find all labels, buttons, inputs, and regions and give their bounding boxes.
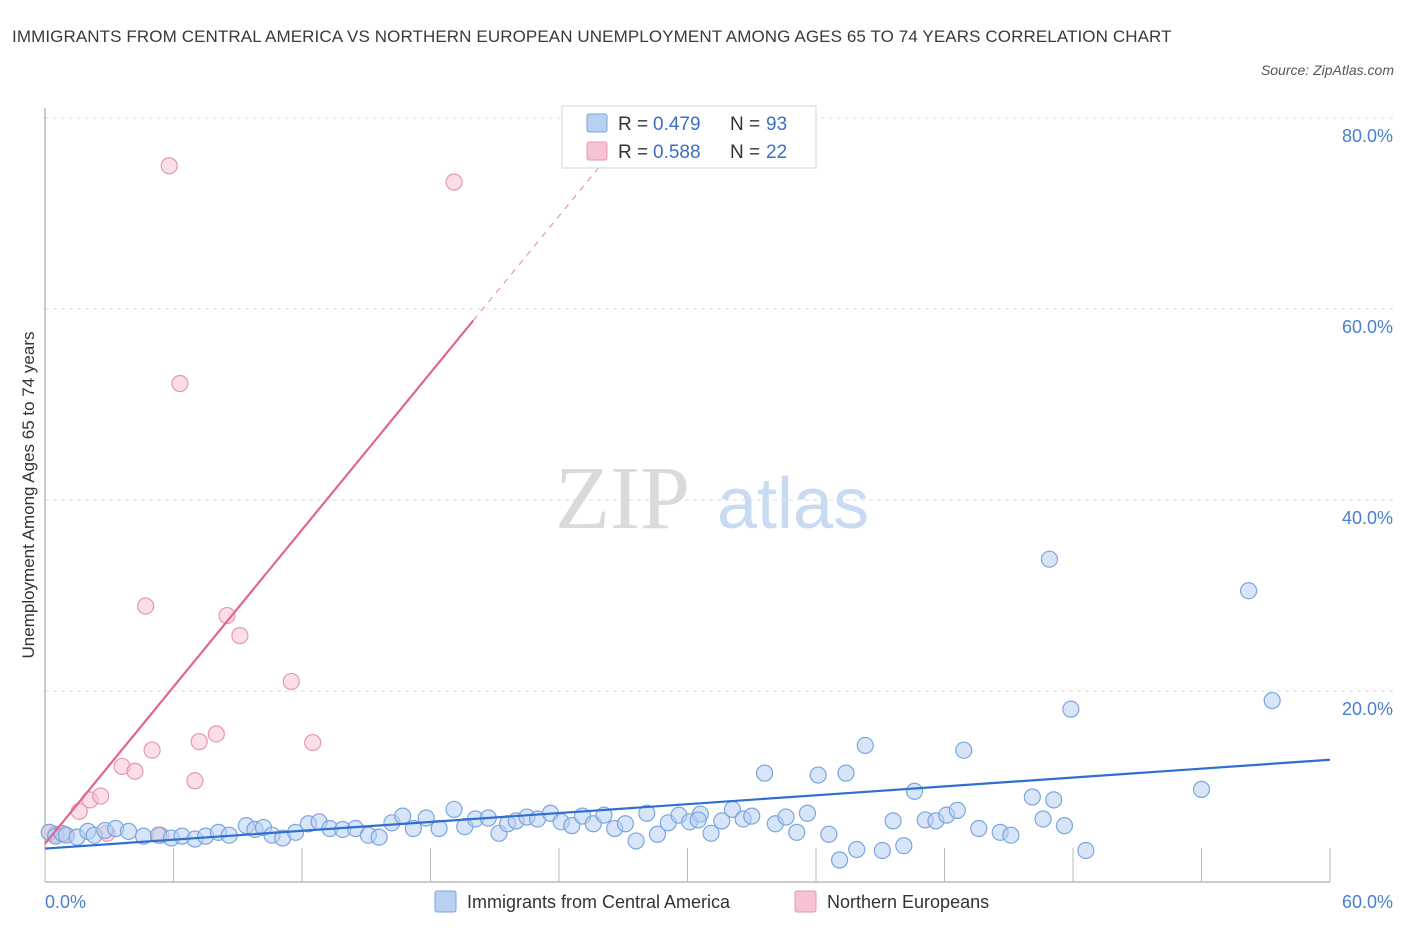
x-axis-ticks: [44, 848, 1331, 882]
legend-n-label-pink: N =: [730, 142, 765, 163]
blue-data-point: [1062, 700, 1080, 718]
legend-r-value-blue: 0.479: [653, 114, 701, 135]
y-tick-label-60: 60.0%: [1342, 317, 1393, 337]
pink-data-point: [126, 762, 144, 780]
pink-data-point: [231, 627, 249, 645]
pink-data-point: [207, 725, 225, 743]
blue-data-point: [370, 828, 388, 846]
blue-data-point: [798, 804, 817, 822]
blue-data-point: [648, 825, 667, 843]
blue-data-point: [1045, 791, 1063, 809]
blue-data-point: [404, 819, 422, 838]
trend-line-northern-europeans: [44, 319, 475, 845]
blue-data-point: [788, 823, 806, 841]
y-tick-label-80: 80.0%: [1342, 126, 1393, 146]
blue-data-point: [430, 819, 448, 838]
y-tick-label-20: 20.0%: [1342, 699, 1393, 719]
blue-data-point: [848, 840, 866, 859]
blue-data-point: [119, 822, 138, 840]
blue-data-point: [809, 766, 827, 784]
blue-data-point: [1240, 582, 1258, 600]
pink-data-point: [171, 374, 189, 393]
legend-n-value-pink: 22: [766, 142, 787, 163]
blue-data-point: [1055, 817, 1074, 835]
correlation-legend: R = 0.479 N = 93 R = 0.588 N = 22: [561, 105, 817, 169]
trend-line-northern-europeans-extension: [472, 163, 603, 321]
watermark-atlas: atlas: [717, 464, 869, 544]
pink-data-point: [190, 733, 208, 751]
blue-data-point: [1263, 691, 1281, 710]
blue-data-point: [820, 825, 838, 843]
blue-data-point: [1023, 788, 1041, 806]
blue-data-point: [689, 811, 707, 829]
trend-lines: [44, 163, 1331, 850]
blue-data-point: [638, 804, 656, 822]
y-tick-labels: 20.0% 40.0% 60.0% 80.0%: [1342, 126, 1393, 719]
blue-data-point: [895, 837, 913, 855]
legend-swatch-blue: [586, 113, 608, 133]
blue-data-point: [905, 782, 924, 800]
legend-r-value-pink: 0.588: [653, 142, 701, 163]
blue-data-point: [856, 736, 874, 755]
legend-r-label-pink: R =: [618, 142, 653, 163]
blue-data-point: [1192, 780, 1211, 798]
pink-data-point: [218, 606, 236, 625]
source-credit: Source: ZipAtlas.com: [1260, 62, 1394, 78]
blue-data-point: [1002, 826, 1020, 844]
blue-data-point: [837, 764, 855, 782]
pink-data-point: [137, 597, 155, 615]
pink-data-point: [282, 672, 300, 691]
bottom-legend-swatch-pink: [794, 890, 817, 913]
blue-data-point: [873, 841, 891, 860]
blue-data-point: [563, 817, 581, 835]
legend-r-label-blue: R =: [618, 114, 653, 135]
blue-data-point: [955, 741, 973, 759]
pink-data-point: [186, 772, 204, 790]
legend-n-label-blue: N =: [730, 114, 765, 135]
blue-data-point: [1040, 550, 1059, 568]
pink-data-point: [143, 741, 161, 759]
blue-data-point: [713, 812, 731, 830]
bottom-legend-swatch-blue: [434, 890, 457, 913]
bottom-legend-label-blue: Immigrants from Central America: [467, 892, 731, 912]
x-tick-label-min: 0.0%: [45, 892, 86, 912]
blue-data-point: [777, 808, 795, 826]
blue-data-point: [884, 812, 902, 830]
y-axis-label: Unemployment Among Ages 65 to 74 years: [19, 332, 38, 659]
y-tick-label-40: 40.0%: [1342, 508, 1393, 528]
x-tick-label-max: 60.0%: [1342, 892, 1393, 912]
blue-data-point: [755, 764, 774, 782]
bottom-legend-label-pink: Northern Europeans: [827, 892, 989, 912]
gridlines: [45, 117, 1393, 692]
blue-data-point: [702, 824, 720, 842]
blue-data-point: [743, 807, 761, 825]
legend-swatch-pink: [586, 141, 608, 161]
blue-data-point: [445, 800, 463, 819]
blue-data-point: [1034, 810, 1052, 828]
series-legend: Immigrants from Central America Northern…: [434, 890, 989, 913]
pink-data-point: [304, 733, 322, 752]
blue-data-point: [627, 832, 645, 850]
watermark-zip: ZIP: [555, 449, 690, 548]
pink-data-point: [445, 173, 463, 191]
chart-title: IMMIGRANTS FROM CENTRAL AMERICA VS NORTH…: [12, 27, 1172, 46]
blue-data-point: [616, 815, 634, 833]
series-central-america-points: [40, 550, 1281, 869]
blue-data-point: [830, 851, 849, 869]
blue-data-point: [1077, 841, 1095, 860]
watermark: ZIP atlas: [555, 449, 869, 548]
blue-data-point: [948, 801, 966, 819]
pink-data-point: [92, 787, 110, 805]
pink-data-point: [160, 157, 178, 175]
legend-n-value-blue: 93: [766, 114, 787, 135]
trend-line-central-america: [44, 758, 1331, 850]
blue-data-point: [970, 819, 988, 838]
